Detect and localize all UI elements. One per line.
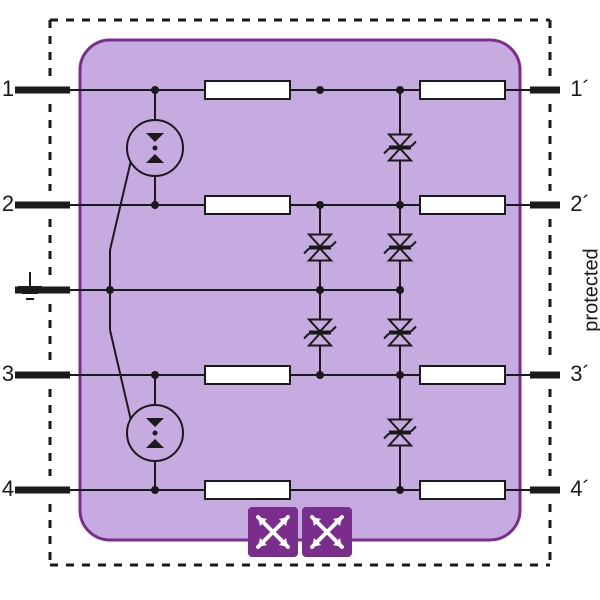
svg-text:protected: protected xyxy=(580,248,600,331)
svg-text:4: 4 xyxy=(2,476,14,501)
svg-text:2: 2 xyxy=(2,191,14,216)
surge-protection-schematic: 1 1´ 2 2´ 3 3´ 4 4´ protected xyxy=(0,0,600,600)
svg-text:1: 1 xyxy=(2,76,14,101)
svg-text:1´: 1´ xyxy=(570,76,590,101)
svg-text:3´: 3´ xyxy=(570,361,590,386)
svg-text:2´: 2´ xyxy=(570,191,590,216)
svg-text:4´: 4´ xyxy=(570,476,590,501)
svg-text:3: 3 xyxy=(2,361,14,386)
